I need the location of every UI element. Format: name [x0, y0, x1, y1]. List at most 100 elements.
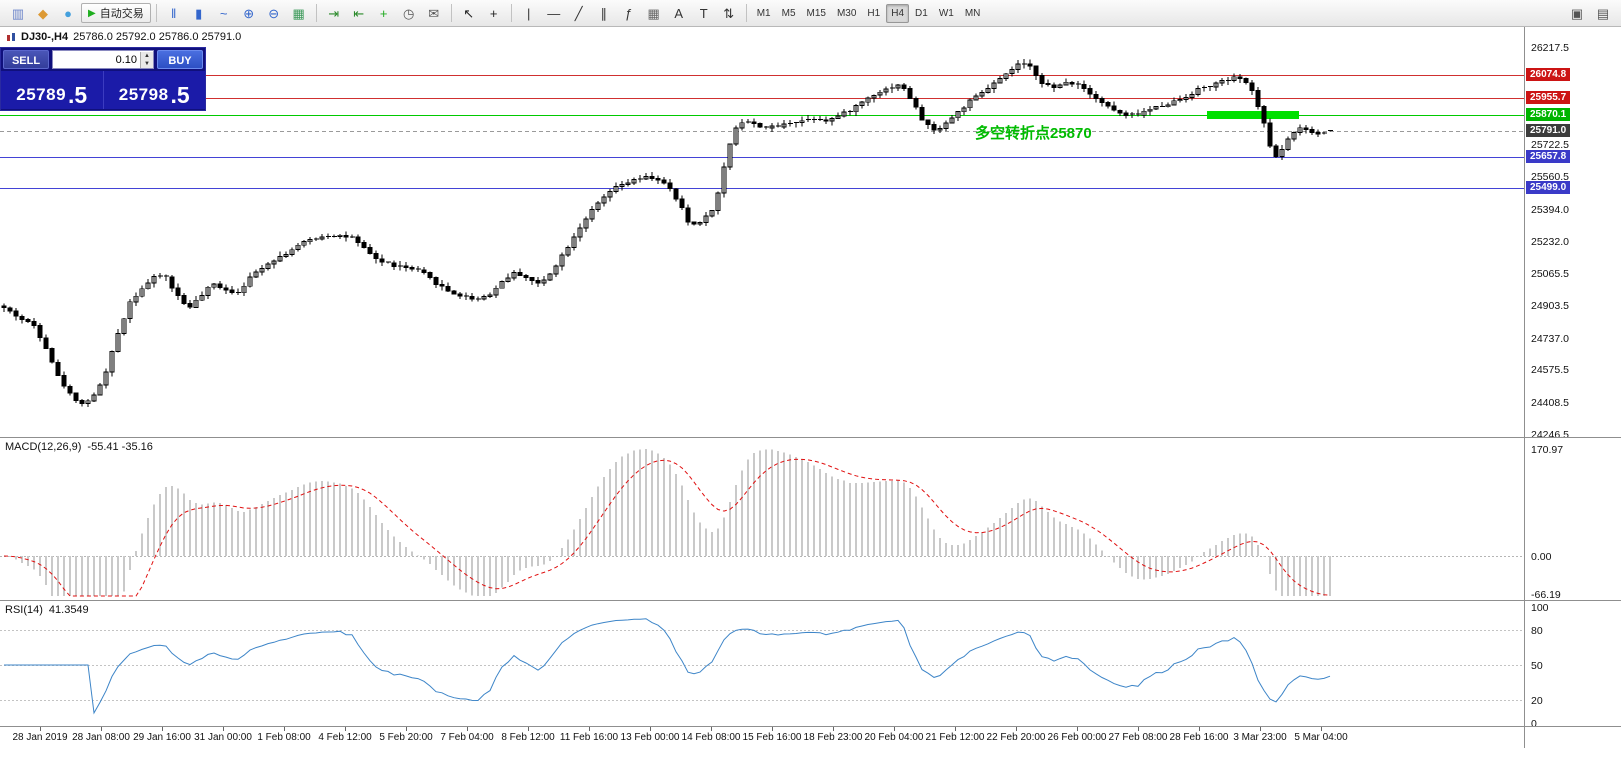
price-tick-label: 24575.5: [1531, 364, 1569, 377]
sell-price-display[interactable]: 25789 .5: [1, 71, 104, 109]
time-axis-tick: [894, 727, 895, 731]
timeframe-button-h4[interactable]: H4: [886, 3, 910, 23]
macd-scale-label: 0.00: [1531, 551, 1552, 563]
sell-button[interactable]: SELL: [3, 50, 49, 69]
timeframe-button-m5[interactable]: M5: [781, 7, 796, 19]
timeframe-button-d1[interactable]: D1: [915, 7, 928, 19]
buy-price-display[interactable]: 25798 .5: [103, 71, 205, 109]
cursor-icon[interactable]: ↖: [463, 5, 475, 21]
candlestick-chart-icon[interactable]: ▮: [195, 5, 203, 21]
ohlc-values: 25786.0 25792.0 25786.0 25791.0: [73, 31, 242, 43]
lot-increase-button[interactable]: ▲: [141, 51, 153, 60]
zoom-out-icon[interactable]: ⊖: [268, 5, 280, 21]
time-axis-label: 14 Feb 08:00: [681, 732, 741, 743]
bar-chart-icon[interactable]: ‖: [171, 5, 177, 21]
panel-separator: [0, 726, 1621, 727]
macd-indicator-panel[interactable]: MACD(12,26,9) -55.41 -35.16: [0, 438, 1524, 600]
time-axis-label: 5 Feb 20:00: [379, 732, 433, 743]
bid-price-badge: 25791.0: [1526, 123, 1571, 137]
time-axis-label: 5 Mar 04:00: [1294, 732, 1348, 743]
main-chart-panel[interactable]: DJ30-,H4 25786.0 25792.0 25786.0 25791.0…: [0, 27, 1524, 437]
one-click-trading-panel: SELL 0.10 ▲ ▼ BUY 25789 .5 25798 .5: [0, 47, 206, 111]
level-price-badge: 25657.8: [1526, 149, 1571, 163]
price-tick-label: 26217.5: [1531, 42, 1569, 54]
time-axis-tick: [711, 727, 712, 731]
lot-size-input[interactable]: 0.10 ▲ ▼: [52, 50, 154, 69]
autotrading-label: 自动交易: [99, 8, 144, 20]
timeframe-button-mn[interactable]: MN: [964, 7, 981, 19]
auto-scroll-icon[interactable]: ⇥: [328, 5, 340, 21]
crosshair-icon[interactable]: +: [489, 5, 498, 21]
trendline-icon[interactable]: ╱: [574, 5, 583, 21]
time-axis-label: 21 Feb 12:00: [925, 732, 985, 743]
scale-divider: [1524, 27, 1525, 748]
horizontal-line-icon[interactable]: —: [547, 5, 561, 21]
price-scale[interactable]: 26217.5 25722.5 25560.5 25394.0 25232.0 25065…: [1525, 27, 1621, 748]
panel-separator[interactable]: [0, 437, 1621, 438]
tile-windows-icon[interactable]: ▦: [292, 5, 305, 21]
panel-separator[interactable]: [0, 600, 1621, 601]
toolbar-group-right: ▣ ▤: [1565, 2, 1615, 24]
arrows-icon[interactable]: ⇅: [723, 5, 735, 21]
price-tick-label: 24903.5: [1531, 300, 1569, 312]
vertical-line-icon[interactable]: |: [527, 5, 531, 21]
time-axis-label: 8 Feb 12:00: [501, 732, 555, 743]
indicators-icon[interactable]: +: [379, 5, 388, 21]
time-axis-tick: [1199, 727, 1200, 731]
time-axis-tick: [955, 727, 956, 731]
price-tick-label: 25065.5: [1531, 268, 1569, 281]
templates-icon[interactable]: ✉: [428, 5, 440, 21]
new-window-icon[interactable]: ▣: [1570, 5, 1584, 21]
lot-size-value[interactable]: 0.10: [115, 53, 137, 66]
timeframe-button-h1[interactable]: H1: [867, 7, 881, 19]
new-order-icon[interactable]: ◆: [38, 5, 48, 21]
macd-title: MACD(12,26,9): [5, 441, 82, 453]
time-axis-label: 13 Feb 00:00: [620, 732, 680, 743]
price-chart-icon[interactable]: ▥: [11, 5, 25, 21]
time-axis-tick: [1077, 727, 1078, 731]
timeframe-button-m30[interactable]: M30: [836, 7, 857, 19]
macd-scale-label: 170.97: [1531, 444, 1564, 456]
price-tick-label: 24408.5: [1531, 397, 1569, 410]
toolbar-group-cursor: ↖ +: [457, 2, 506, 24]
buy-button[interactable]: BUY: [157, 50, 203, 69]
toolbar-group-chart: ‖ ▮ ~ ⊕ ⊖ ▦: [162, 2, 311, 24]
autotrading-button[interactable]: ▶ 自动交易: [81, 3, 151, 23]
toolbar-group-objects: | — ╱ ∥ ƒ ▦ A T ⇅: [517, 2, 741, 24]
lot-decrease-button[interactable]: ▼: [141, 59, 153, 68]
text-icon[interactable]: A: [674, 5, 684, 21]
timeframe-button-m15[interactable]: M15: [806, 7, 826, 19]
time-axis-label: 28 Jan 08:00: [72, 732, 130, 743]
time-axis-tick: [284, 727, 285, 731]
rsi-indicator-panel[interactable]: RSI(14) 41.3549: [0, 601, 1524, 726]
shapes-icon[interactable]: ▦: [647, 5, 660, 21]
candlestick-chart-canvas[interactable]: [0, 27, 1524, 437]
time-axis-label: 7 Feb 04:00: [440, 732, 494, 743]
toolbar-separator: [155, 4, 157, 22]
zoom-in-icon[interactable]: ⊕: [243, 5, 255, 21]
time-axis-label: 18 Feb 23:00: [803, 732, 863, 743]
chart-shift-icon[interactable]: ⇤: [353, 5, 365, 21]
community-icon[interactable]: ●: [64, 5, 72, 21]
time-axis-label: 1 Feb 08:00: [257, 732, 311, 743]
buy-price-main: 25798: [118, 85, 169, 104]
window-list-icon[interactable]: ▤: [1596, 5, 1610, 21]
rsi-chart-canvas[interactable]: [0, 601, 1524, 726]
time-axis[interactable]: 28 Jan 2019 28 Jan 08:00 29 Jan 16:00 31 Ja…: [0, 727, 1524, 748]
text-label-icon[interactable]: T: [699, 5, 708, 21]
channel-icon[interactable]: ∥: [600, 5, 607, 21]
level-price-badge: 26074.8: [1526, 68, 1571, 82]
time-axis-tick: [1260, 727, 1261, 731]
buy-price-frac: .5: [170, 82, 190, 108]
rsi-scale-label: 100: [1531, 602, 1549, 614]
timeframe-button-w1[interactable]: W1: [938, 7, 954, 19]
macd-chart-canvas[interactable]: [0, 438, 1524, 600]
time-axis-label: 22 Feb 20:00: [986, 732, 1046, 743]
periods-icon[interactable]: ◷: [403, 5, 415, 21]
timeframe-button-m1[interactable]: M1: [756, 7, 771, 19]
time-axis-tick: [223, 727, 224, 731]
line-chart-icon[interactable]: ~: [219, 5, 228, 21]
macd-label: MACD(12,26,9) -55.41 -35.16: [5, 441, 153, 453]
fibonacci-icon[interactable]: ƒ: [625, 5, 633, 21]
play-icon: ▶: [88, 7, 96, 19]
